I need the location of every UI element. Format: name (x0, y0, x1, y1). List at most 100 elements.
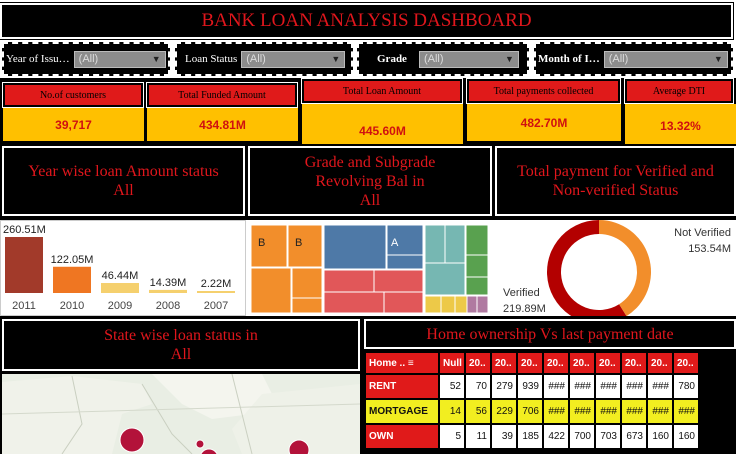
table-cell[interactable]: 52 (440, 375, 464, 398)
treemap-cell[interactable] (444, 224, 466, 264)
donut-slice-verified[interactable] (547, 220, 627, 316)
row-header[interactable]: OWN (366, 425, 438, 448)
treemap-cell[interactable] (250, 224, 288, 268)
table-cell[interactable]: 160 (648, 425, 672, 448)
treemap-cell[interactable] (465, 254, 489, 278)
table-header-cell[interactable]: 20.. (518, 353, 542, 373)
table-header-cell[interactable]: 20.. (570, 353, 594, 373)
treemap-cell[interactable] (424, 262, 466, 296)
filter-grade-dropdown[interactable]: (All) ▼ (418, 50, 519, 68)
filter-loan-status-dropdown[interactable]: (All) ▼ (241, 50, 346, 68)
table-header-cell[interactable]: 20.. (674, 353, 698, 373)
table-header-home[interactable]: Home .. ≡ (366, 353, 438, 373)
chevron-down-icon[interactable]: ▼ (151, 53, 161, 64)
table-cell[interactable]: ### (648, 400, 672, 423)
treemap-cell[interactable] (466, 295, 478, 314)
table-cell[interactable]: 703 (596, 425, 620, 448)
treemap-cell[interactable] (250, 267, 292, 314)
table-cell[interactable]: 939 (518, 375, 542, 398)
donut-slice-not-verified[interactable] (599, 220, 652, 316)
filter-month-of-issue[interactable]: Month of I… (All) ▼ (534, 42, 733, 76)
table-header-cell[interactable]: 20.. (492, 353, 516, 373)
treemap-cell[interactable] (465, 224, 489, 256)
table-cell[interactable]: 185 (518, 425, 542, 448)
treemap-cell[interactable] (440, 295, 456, 314)
table-cell[interactable]: 14 (440, 400, 464, 423)
treemap-cell[interactable] (323, 224, 387, 270)
treemap-cell[interactable] (424, 224, 446, 264)
table-cell[interactable]: 5 (440, 425, 464, 448)
table-cell[interactable]: 279 (492, 375, 516, 398)
table-cell[interactable]: ### (648, 375, 672, 398)
section-title-text: Year wise loan Amount status (28, 163, 219, 180)
table-cell[interactable]: ### (544, 375, 568, 398)
bar-category-label: 2007 (204, 300, 228, 312)
table-cell[interactable]: 39 (492, 425, 516, 448)
bar-2009[interactable] (101, 283, 139, 293)
table-header-cell[interactable]: Null (440, 353, 464, 373)
row-header[interactable]: RENT (366, 375, 438, 398)
table-cell[interactable]: ### (570, 375, 594, 398)
bar-2010[interactable] (53, 266, 91, 293)
map-marker[interactable] (200, 448, 218, 454)
map-marker[interactable] (288, 439, 310, 454)
filter-value: (All) (423, 53, 444, 65)
map-land (232, 384, 360, 454)
table-header-cell[interactable]: 20.. (622, 353, 646, 373)
treemap-cell[interactable] (424, 295, 442, 314)
treemap-label: B (258, 237, 265, 249)
table-cell[interactable]: 160 (674, 425, 698, 448)
table-cell[interactable]: ### (544, 400, 568, 423)
treemap-cell[interactable] (373, 269, 424, 293)
table-cell[interactable]: ### (674, 400, 698, 423)
bar-2007[interactable] (197, 291, 235, 293)
treemap-cell[interactable] (291, 267, 323, 299)
treemap-cell[interactable] (291, 297, 323, 314)
table-cell[interactable]: ### (596, 375, 620, 398)
bar-data-label: 14.39M (150, 277, 187, 289)
kpi-label-dti: Average DTI (624, 78, 734, 104)
table-header-cell[interactable]: 20.. (544, 353, 568, 373)
filter-grade[interactable]: Grade (All) ▼ (357, 42, 529, 76)
table-cell[interactable]: 780 (674, 375, 698, 398)
table-cell[interactable]: 11 (466, 425, 490, 448)
table-cell[interactable]: 422 (544, 425, 568, 448)
table-cell[interactable]: 229 (492, 400, 516, 423)
table-cell[interactable]: 700 (570, 425, 594, 448)
bar-2011[interactable] (5, 237, 43, 293)
table-cell[interactable]: 70 (466, 375, 490, 398)
treemap-cell[interactable] (386, 254, 424, 270)
state-map[interactable] (2, 374, 360, 454)
filter-loan-status[interactable]: Loan Status (All) ▼ (175, 42, 353, 76)
table-cell[interactable]: 673 (622, 425, 646, 448)
treemap-cell[interactable] (454, 295, 468, 314)
chevron-down-icon[interactable]: ▼ (331, 53, 341, 64)
map-marker[interactable] (195, 439, 205, 449)
sort-icon[interactable]: ≡ (405, 357, 414, 369)
treemap-cell[interactable] (287, 224, 323, 268)
treemap-cell[interactable] (476, 295, 489, 314)
filter-year-of-issue[interactable]: Year of Issu… (All) ▼ (2, 42, 170, 76)
table-cell[interactable]: ### (622, 400, 646, 423)
chevron-down-icon[interactable]: ▼ (505, 53, 514, 64)
map-marker[interactable] (119, 427, 145, 453)
table-cell[interactable]: ### (596, 400, 620, 423)
treemap-cell[interactable] (323, 269, 375, 293)
table-header-cell[interactable]: 20.. (648, 353, 672, 373)
treemap-cell[interactable] (323, 291, 385, 314)
table-cell[interactable]: 706 (518, 400, 542, 423)
table-cell[interactable]: 56 (466, 400, 490, 423)
table-header-cell[interactable]: 20.. (596, 353, 620, 373)
treemap-cell[interactable] (383, 291, 424, 314)
row-header[interactable]: MORTGAGE (366, 400, 438, 423)
filter-year-dropdown[interactable]: (All) ▼ (73, 50, 166, 68)
table-header-cell[interactable]: 20.. (466, 353, 490, 373)
chevron-down-icon[interactable]: ▼ (713, 53, 723, 64)
table-cell[interactable]: ### (622, 375, 646, 398)
table-cell[interactable]: ### (570, 400, 594, 423)
filter-month-dropdown[interactable]: (All) ▼ (603, 50, 728, 68)
kpi-value-dti: 13.32% (625, 104, 736, 144)
section-title-payment: Total payment for Verified and Non-verif… (494, 145, 736, 217)
treemap-cell[interactable] (465, 276, 489, 296)
bar-2008[interactable] (149, 289, 187, 293)
